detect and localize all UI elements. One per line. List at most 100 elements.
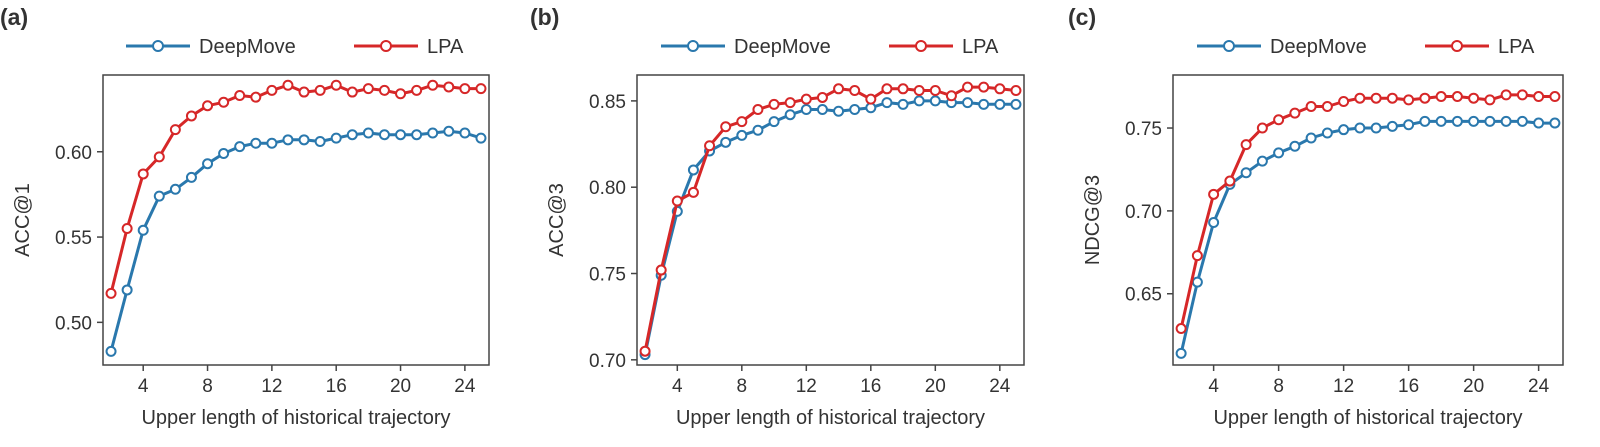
x-tick-label: 12 — [261, 376, 282, 397]
data-point-deepmove — [1549, 117, 1561, 129]
data-point-lpa — [1010, 85, 1022, 97]
x-tick-label: 24 — [1528, 376, 1550, 397]
y-tick-label: 0.60 — [55, 143, 92, 164]
x-tick-label: 16 — [860, 376, 881, 397]
data-point-deepmove — [913, 95, 925, 107]
x-tick-label: 8 — [737, 376, 748, 397]
data-point-lpa — [1273, 114, 1285, 126]
data-point-deepmove — [800, 104, 812, 116]
plot-frame — [102, 74, 490, 366]
data-point-deepmove — [1240, 167, 1252, 179]
x-tick-label: 12 — [1333, 376, 1354, 397]
data-point-deepmove — [1338, 124, 1350, 136]
series-line-deepmove — [109, 129, 482, 352]
data-point-deepmove — [1305, 132, 1317, 144]
series-line-lpa — [109, 83, 481, 294]
data-point-lpa — [816, 91, 828, 103]
data-point-deepmove — [1386, 120, 1398, 132]
data-point-lpa — [897, 83, 909, 95]
data-point-lpa — [378, 84, 390, 96]
data-point-deepmove — [816, 104, 828, 116]
data-point-lpa — [1386, 92, 1398, 104]
legend-marker-deepmove — [687, 40, 699, 52]
data-point-lpa — [929, 85, 941, 97]
plot-frame — [636, 74, 1025, 366]
data-point-lpa — [1321, 100, 1333, 112]
legend: DeepMove LPA — [126, 36, 464, 58]
data-point-deepmove — [1419, 115, 1431, 127]
data-point-lpa — [865, 93, 877, 105]
chart-panel-1: (a) 4 8 12 16 20 24 0.50 0.55 0.60 Upper length of… — [0, 4, 490, 429]
data-point-deepmove — [994, 98, 1006, 110]
data-point-lpa — [411, 84, 423, 96]
data-point-lpa — [218, 96, 230, 108]
data-point-deepmove — [687, 164, 699, 176]
data-point-lpa — [1191, 250, 1203, 262]
panel-label: (b) — [530, 4, 559, 30]
x-axis-label: Upper length of historical trajectory — [1213, 407, 1522, 429]
data-point-lpa — [962, 81, 974, 93]
data-point-deepmove — [768, 116, 780, 128]
data-point-deepmove — [153, 190, 165, 202]
legend-label-lpa: LPA — [962, 36, 999, 58]
x-tick-label: 20 — [1463, 376, 1484, 397]
data-point-deepmove — [427, 127, 439, 139]
legend-marker-deepmove — [1223, 40, 1235, 52]
data-point-lpa — [250, 91, 262, 103]
y-axis-label: ACC@3 — [546, 183, 568, 257]
data-point-deepmove — [784, 109, 796, 121]
y-tick-label: 0.55 — [55, 228, 92, 249]
data-point-lpa — [1451, 91, 1463, 103]
x-tick-label: 4 — [138, 376, 149, 397]
series-deepmove — [1175, 115, 1561, 359]
data-point-lpa — [234, 89, 246, 101]
x-tick-label: 20 — [925, 376, 946, 397]
data-point-lpa — [1240, 139, 1252, 151]
data-point-lpa — [121, 223, 133, 235]
data-point-lpa — [459, 83, 471, 95]
data-point-deepmove — [720, 136, 732, 148]
data-point-deepmove — [105, 345, 117, 357]
series-line-deepmove — [1179, 119, 1555, 354]
data-point-lpa — [687, 186, 699, 198]
data-point-deepmove — [1256, 155, 1268, 167]
data-point-deepmove — [137, 224, 149, 236]
data-point-lpa — [881, 83, 893, 95]
x-tick-label: 16 — [326, 376, 347, 397]
legend-label-deepmove: DeepMove — [199, 36, 296, 58]
x-tick-label: 16 — [1398, 376, 1419, 397]
data-point-lpa — [443, 81, 455, 93]
data-point-lpa — [395, 88, 407, 100]
x-tick-label: 8 — [202, 376, 213, 397]
data-point-deepmove — [1321, 127, 1333, 139]
data-point-lpa — [1500, 89, 1512, 101]
data-point-lpa — [202, 100, 214, 112]
x-tick-label: 24 — [454, 376, 476, 397]
data-point-lpa — [704, 140, 716, 152]
data-point-deepmove — [962, 97, 974, 109]
data-point-lpa — [945, 90, 957, 102]
data-point-lpa — [1370, 92, 1382, 104]
y-tick-label: 0.70 — [1125, 202, 1162, 223]
legend: DeepMove LPA — [661, 36, 999, 58]
x-tick-label: 8 — [1273, 376, 1284, 397]
data-point-lpa — [1468, 92, 1480, 104]
data-point-deepmove — [362, 127, 374, 139]
data-point-lpa — [266, 84, 278, 96]
data-point-lpa — [1289, 107, 1301, 119]
y-tick-label: 0.80 — [589, 178, 626, 199]
legend-label-deepmove: DeepMove — [734, 36, 831, 58]
y-tick-label: 0.75 — [589, 265, 626, 286]
legend-label-lpa: LPA — [1498, 36, 1535, 58]
series-deepmove — [105, 125, 487, 357]
data-point-deepmove — [1191, 276, 1203, 288]
data-point-lpa — [1484, 94, 1496, 106]
data-point-lpa — [752, 104, 764, 116]
y-tick-label: 0.50 — [55, 313, 92, 334]
data-point-deepmove — [378, 129, 390, 141]
data-point-deepmove — [330, 132, 342, 144]
series-lpa — [1175, 89, 1561, 335]
data-point-deepmove — [185, 171, 197, 183]
